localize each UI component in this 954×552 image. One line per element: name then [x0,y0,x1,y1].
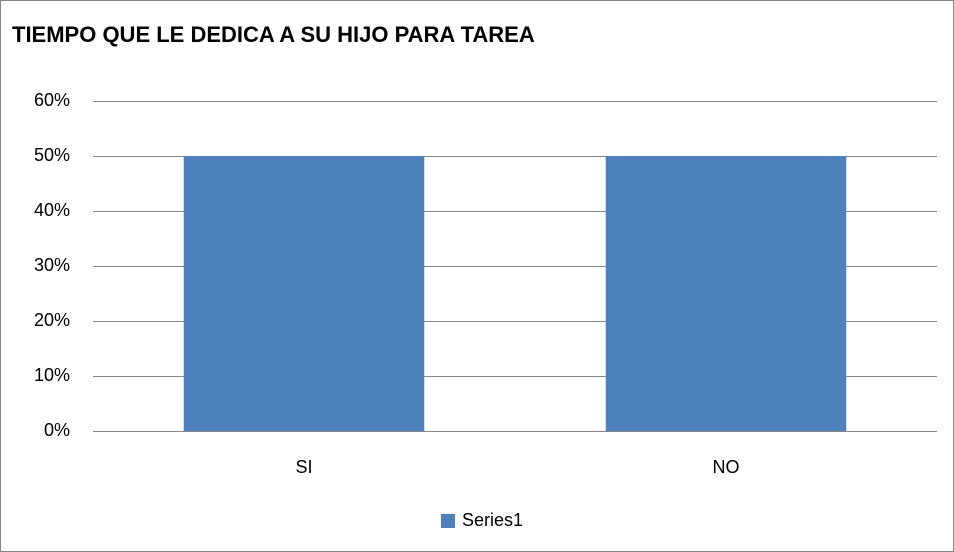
bar [605,156,847,431]
bar [183,156,425,431]
y-tick-label: 50% [34,145,70,165]
y-tick-label: 0% [44,420,70,440]
y-tick-label: 20% [34,310,70,330]
legend-swatch [441,514,455,528]
y-tick-label: 30% [34,255,70,275]
y-tick-label: 60% [34,90,70,110]
x-tick-label: NO [713,457,740,477]
legend-label: Series1 [462,510,523,530]
x-tick-label: SI [295,457,312,477]
chart-title: TIEMPO QUE LE DEDICA A SU HIJO PARA TARE… [12,22,535,47]
y-tick-label: 40% [34,200,70,220]
y-tick-label: 10% [34,365,70,385]
